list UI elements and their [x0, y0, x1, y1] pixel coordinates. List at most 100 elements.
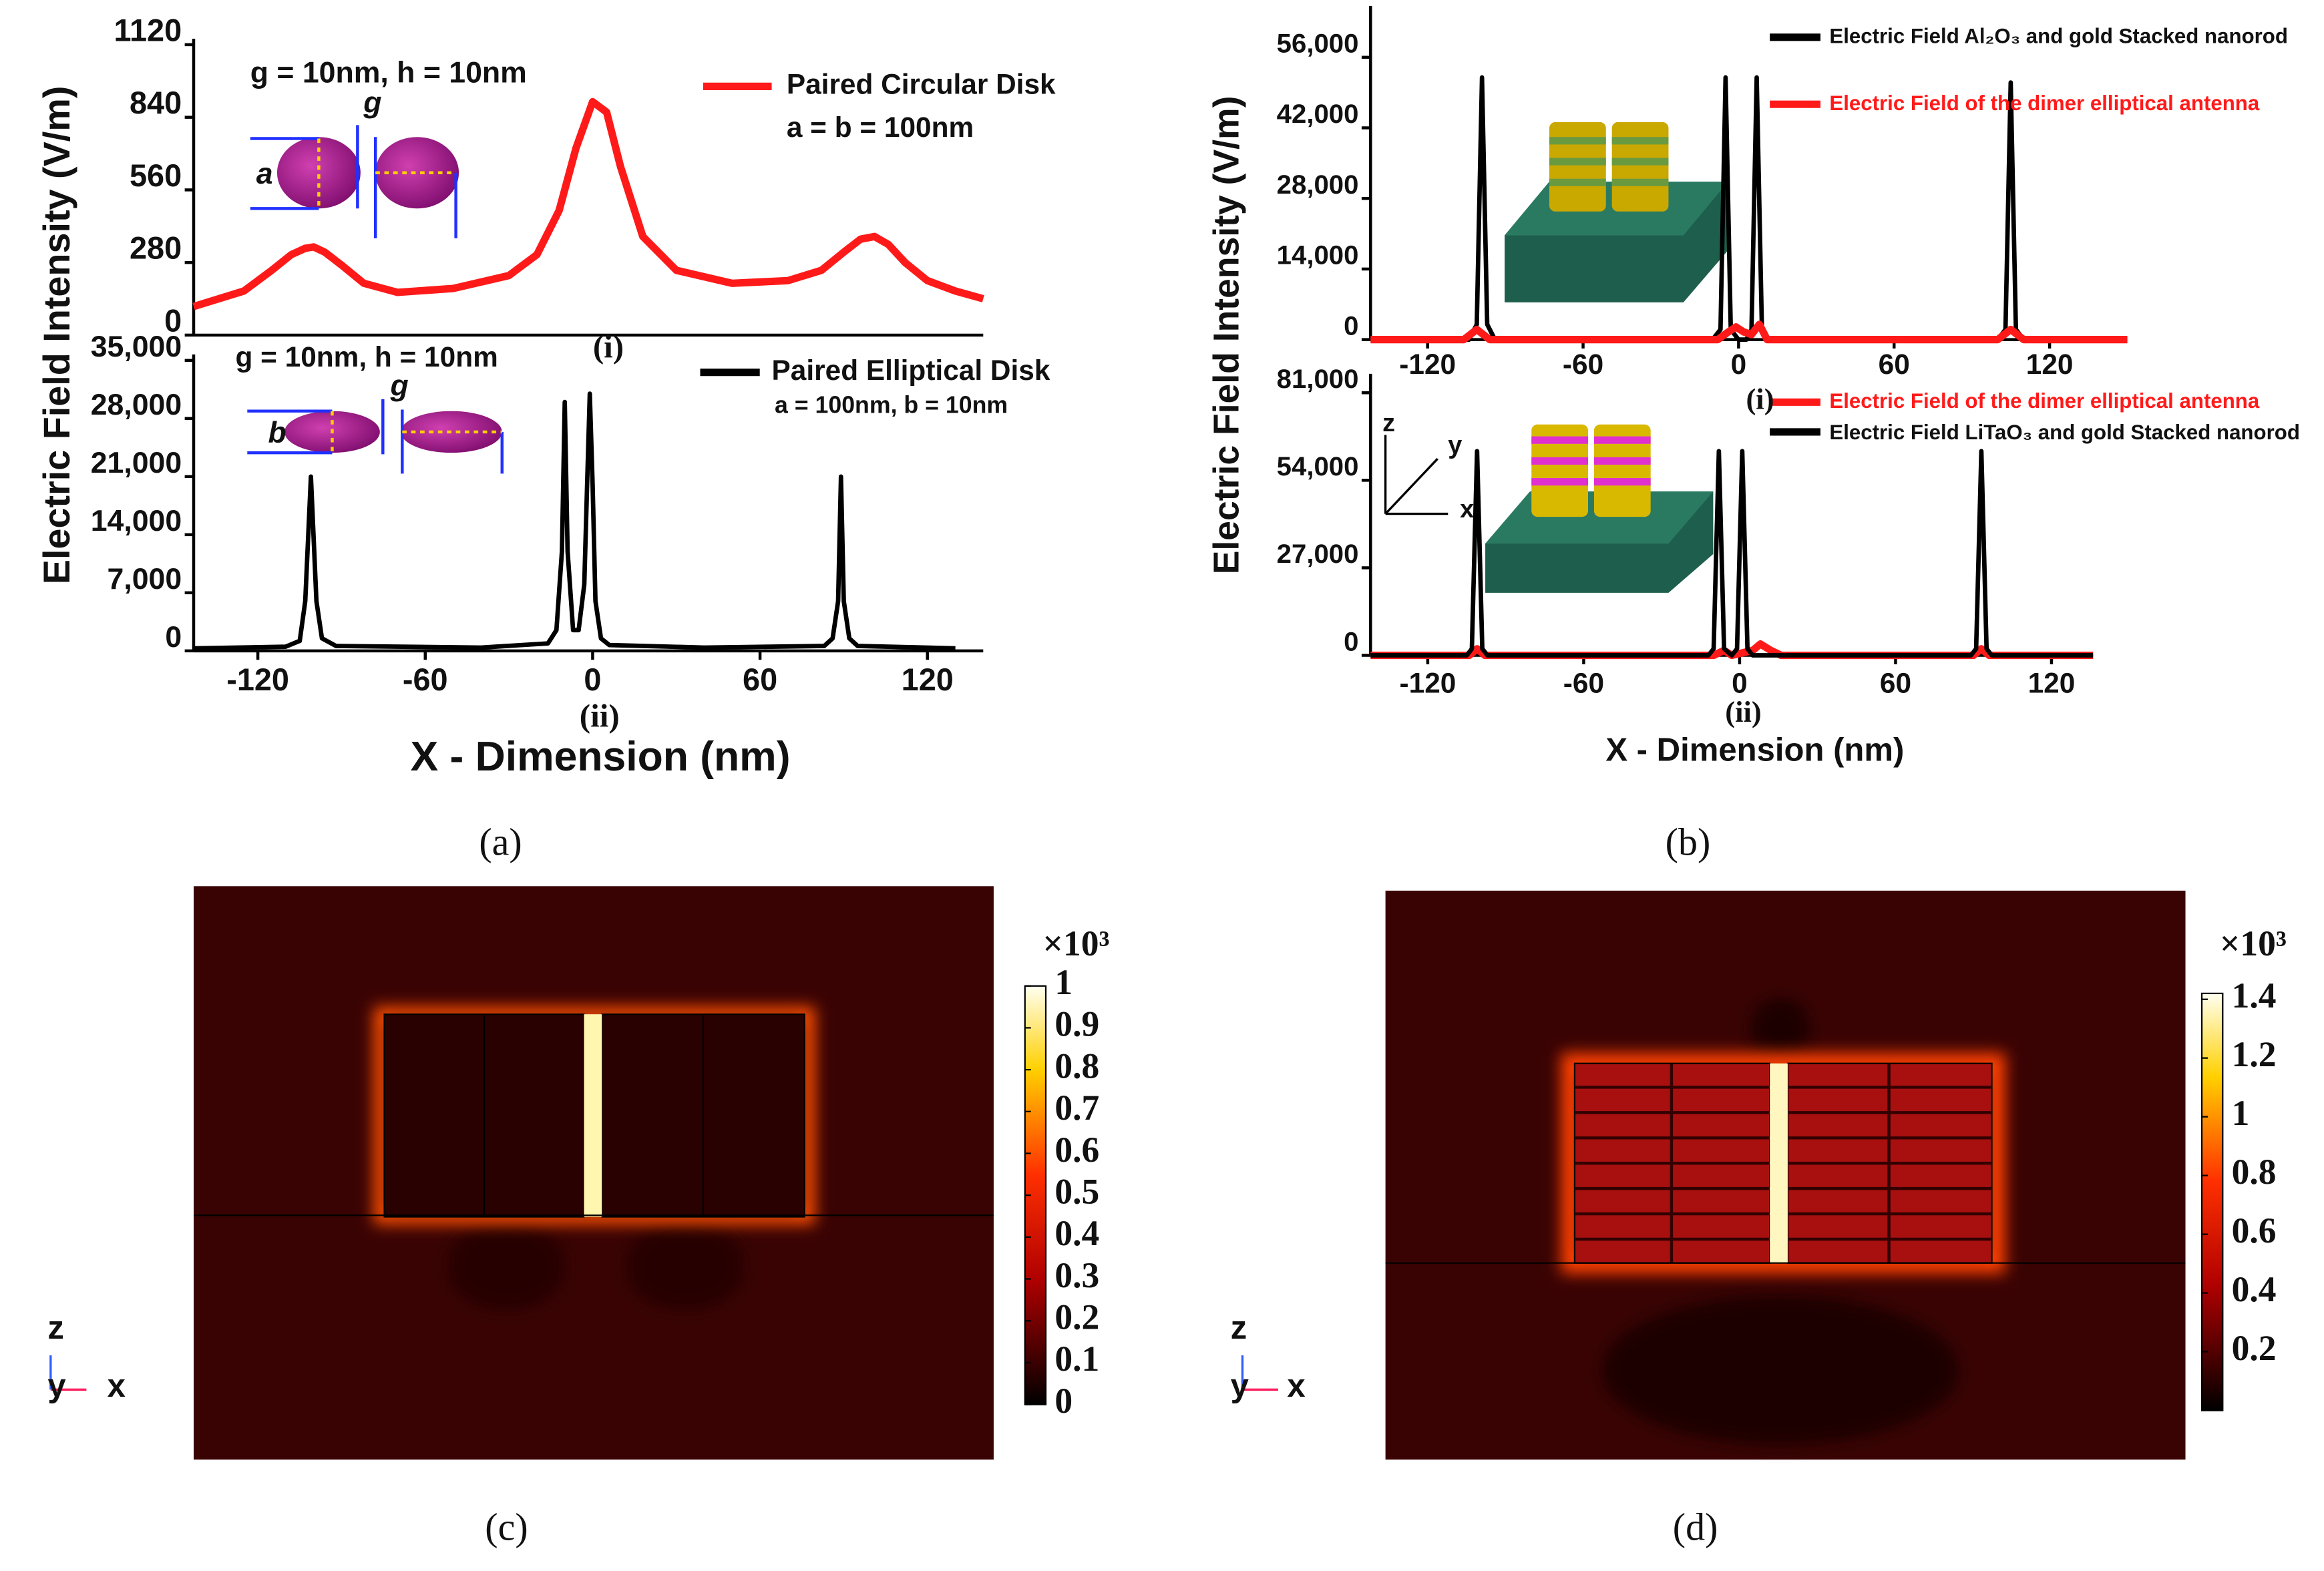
colorbar-tick-label: 1 [2232, 1093, 2250, 1133]
annotation: x [1460, 495, 1474, 523]
colorbar-label: ×10³ [1043, 923, 1110, 963]
legend-label: Electric Field Al₂O₃ and gold Stacked na… [1829, 23, 2288, 48]
annotation: (ii) [580, 698, 620, 734]
x-tick-label: 120 [2026, 349, 2074, 380]
legend-label-box: Electric Field LiTaO₃ and gold Stacked n… [1829, 420, 2300, 444]
colorbar-tick-label: 0.4 [2232, 1269, 2277, 1309]
annotation: a = b = 100nm [787, 111, 974, 143]
y-tick-label: 81,000 [1277, 364, 1359, 394]
y-tick-label: 42,000 [1277, 99, 1359, 129]
colorbar-tick-label: 0.6 [2232, 1210, 2277, 1251]
x-tick-label: 0 [1732, 667, 1748, 698]
y-tick-label: 7,000 [108, 563, 182, 596]
y-tick-label: 54,000 [1277, 451, 1359, 481]
y-axis-label: Electric Field Intensity (V/m) [36, 86, 77, 585]
colorbar-tick-label: 0.8 [1054, 1046, 1099, 1086]
panel-caption: (a) [479, 820, 522, 863]
colorbar-tick-label: 0.8 [2232, 1152, 2277, 1192]
annotation: z [1231, 1310, 1247, 1346]
series-line [1370, 449, 2094, 658]
field-map-c [49, 886, 994, 1460]
y-tick-label: 280 [130, 231, 182, 266]
annotation: y [47, 1368, 66, 1404]
series-line [1370, 75, 2128, 342]
annotation: (i) [593, 328, 624, 365]
x-tick-label: 60 [1880, 667, 1911, 698]
series-line [1370, 640, 2094, 660]
colorbar-tick-label: 0.5 [1054, 1171, 1099, 1211]
annotation: a [256, 158, 273, 190]
colorbar-tick-label: 1.4 [2232, 975, 2277, 1016]
x-tick-label: 60 [743, 662, 777, 697]
x-tick-label: 0 [584, 662, 601, 697]
colorbar-tick-label: 0.4 [1054, 1213, 1099, 1253]
x-axis-label: X - Dimension (nm) [1605, 732, 1904, 768]
colorbar-tick-label: 0.3 [1054, 1255, 1099, 1295]
legend-label-box: Electric Field Al₂O₃ and gold Stacked na… [1829, 23, 2288, 48]
annotation: (ii) [1725, 695, 1762, 728]
annotation: b [268, 417, 286, 449]
annotation: y [1448, 431, 1462, 459]
y-tick-label: 27,000 [1277, 539, 1359, 569]
annotation: g = 10nm, h = 10nm [235, 341, 498, 373]
y-tick-label: 0 [165, 621, 182, 654]
y-tick-label: 28,000 [91, 389, 182, 421]
colorbar-tick-label: 0.7 [1054, 1088, 1099, 1128]
annotation: x [108, 1368, 126, 1404]
x-tick-label: -120 [1399, 349, 1456, 380]
colorbar-tick-label: 0.2 [1054, 1297, 1099, 1337]
x-axis-label: X - Dimension (nm) [410, 733, 790, 780]
y-tick-label: 0 [1344, 310, 1358, 341]
y-tick-label: 14,000 [1277, 240, 1359, 270]
annotation: z [1382, 409, 1395, 437]
annotation: a = 100nm, b = 10nm [775, 391, 1008, 418]
panel-caption: (b) [1666, 820, 1711, 863]
legend-label: Paired Elliptical Disk [772, 355, 1050, 386]
y-tick-label: 21,000 [91, 447, 182, 479]
panel-caption: (d) [1673, 1506, 1718, 1549]
y-tick-label: 14,000 [91, 505, 182, 537]
annotation: y [1231, 1368, 1249, 1404]
colorbar-tick-label: 0.6 [1054, 1130, 1099, 1170]
x-tick-label: -60 [1563, 349, 1603, 380]
legend-label: Electric Field LiTaO₃ and gold Stacked n… [1829, 420, 2300, 444]
annotation: g [363, 86, 381, 119]
y-tick-label: 28,000 [1277, 170, 1359, 200]
legend-label-box: Electric Field of the dimer elliptical a… [1829, 389, 2260, 413]
legend-label-box: Electric Field of the dimer elliptical a… [1829, 91, 2259, 115]
colorbar-tick-label: 1.2 [2232, 1034, 2277, 1074]
annotation: x [1287, 1368, 1305, 1404]
colorbar-tick-label: 0.1 [1054, 1339, 1099, 1379]
annotation: z [47, 1310, 64, 1346]
x-tick-label: 120 [2028, 667, 2076, 698]
y-tick-label: 840 [130, 85, 182, 120]
y-tick-label: 35,000 [91, 330, 182, 363]
x-tick-label: -60 [403, 662, 448, 697]
series-line [192, 97, 984, 310]
annotation: (i) [1746, 383, 1774, 416]
annotation: g [389, 369, 408, 402]
y-tick-label: 56,000 [1277, 29, 1359, 59]
annotation: g = 10nm, h = 10nm [250, 56, 527, 89]
colorbar-tick-label: 0 [1054, 1381, 1073, 1421]
y-tick-label: 0 [164, 303, 182, 338]
series-line [1370, 320, 2128, 344]
colorbar-label: ×10³ [2220, 923, 2287, 963]
y-tick-label: 560 [130, 158, 182, 193]
colorbar-tick-label: 1 [1054, 962, 1073, 1002]
inset-nanorod [1384, 122, 1728, 593]
x-tick-label: 60 [1879, 349, 1910, 380]
x-tick-label: -120 [1400, 667, 1457, 698]
x-tick-label: -120 [226, 662, 289, 697]
colorbar-tick-label: 0.2 [2232, 1328, 2277, 1368]
y-tick-label: 1120 [114, 13, 182, 47]
x-tick-label: 0 [1731, 349, 1747, 380]
colorbar-tick-label: 0.9 [1054, 1004, 1099, 1044]
legend-label: Electric Field of the dimer elliptical a… [1829, 389, 2260, 413]
x-tick-label: -60 [1563, 667, 1604, 698]
y-axis-label: Electric Field Intensity (V/m) [1207, 96, 1247, 575]
legend-label: Paired Circular Disk [787, 69, 1056, 100]
x-tick-label: 120 [902, 662, 954, 697]
panel-caption: (c) [485, 1506, 528, 1549]
